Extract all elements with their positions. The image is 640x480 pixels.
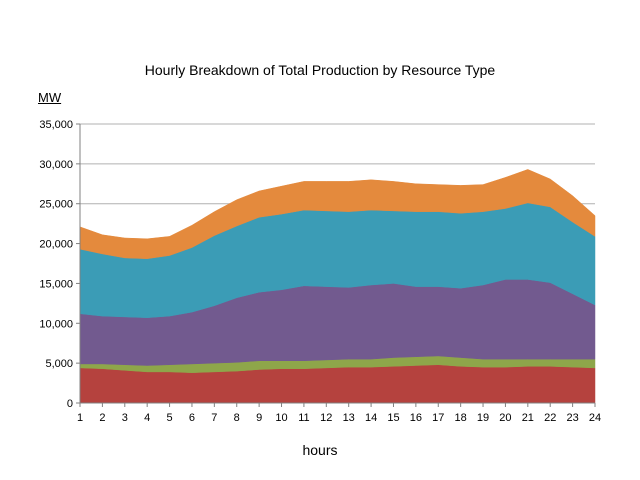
x-tick-label: 8 xyxy=(234,412,240,424)
x-tick-label: 18 xyxy=(455,412,467,424)
x-tick-labels: 1 2 3 4 5 6 7 8 9 10 11 12 13 14 15 16 17 18 19 20 21 22 23 24 xyxy=(77,412,601,424)
axes xyxy=(76,123,596,407)
x-tick-label: 16 xyxy=(410,412,422,424)
area-series xyxy=(79,169,596,404)
x-tick-label: 21 xyxy=(522,412,534,424)
x-tick-label: 22 xyxy=(544,412,556,424)
x-tick-label: 4 xyxy=(144,412,150,424)
x-tick-label: 24 xyxy=(589,412,601,424)
x-tick-label: 3 xyxy=(122,412,128,424)
y-tick-label: 15,000 xyxy=(39,278,73,290)
x-tick-label: 19 xyxy=(477,412,489,424)
y-tick-label: 0 xyxy=(67,398,73,410)
x-axis-label: hours xyxy=(302,442,338,458)
y-tick-label: 30,000 xyxy=(39,159,73,171)
y-tick-label: 10,000 xyxy=(39,318,73,330)
y-tick-label: 5,000 xyxy=(45,358,73,370)
x-tick-label: 20 xyxy=(499,412,511,424)
y-axis-label: MW xyxy=(38,90,62,105)
x-tick-label: 15 xyxy=(387,412,399,424)
x-tick-label: 10 xyxy=(275,412,287,424)
y-tick-label: 25,000 xyxy=(39,199,73,211)
x-tick-label: 1 xyxy=(77,412,83,424)
x-tick-label: 5 xyxy=(167,412,173,424)
y-tick-label: 20,000 xyxy=(39,239,73,251)
x-tick-label: 9 xyxy=(256,412,262,424)
x-tick-label: 14 xyxy=(365,412,377,424)
x-tick-label: 2 xyxy=(99,412,105,424)
x-tick-label: 11 xyxy=(298,412,309,424)
x-tick-label: 6 xyxy=(189,412,195,424)
y-tick-labels: 0 5,000 10,000 15,000 20,000 25,000 30,000 35,0… xyxy=(39,119,73,410)
x-tick-label: 7 xyxy=(211,412,217,424)
x-tick-label: 13 xyxy=(343,412,355,424)
x-tick-label: 17 xyxy=(432,412,444,424)
chart-title: Hourly Breakdown of Total Production by … xyxy=(144,62,496,78)
x-tick-label: 23 xyxy=(566,412,578,424)
area-series-5 xyxy=(79,169,596,259)
y-tick-label: 35,000 xyxy=(39,119,73,131)
x-tick-label: 12 xyxy=(320,412,332,424)
